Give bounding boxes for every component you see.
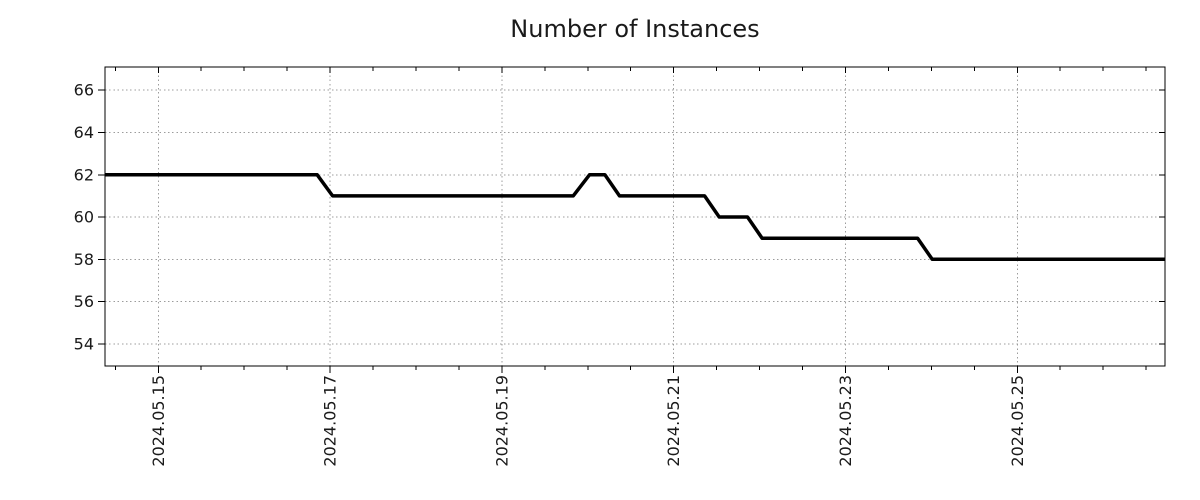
y-tick-label: 66	[74, 81, 94, 100]
x-tick-label: 2024.05.25	[1008, 375, 1027, 467]
y-tick-label: 60	[74, 208, 94, 227]
plot-border	[104, 66, 1166, 367]
x-tick-label: 2024.05.19	[492, 375, 511, 467]
data-line-instances	[105, 173, 1165, 262]
y-tick-label: 54	[74, 334, 94, 353]
x-tick-label: 2024.05.23	[836, 375, 855, 467]
x-tick-label: 2024.05.21	[664, 375, 683, 467]
y-tick-label: 56	[74, 292, 94, 311]
y-tick-label: 64	[74, 123, 94, 142]
chart-title: Number of Instances	[510, 15, 760, 43]
x-tick-label: 2024.05.15	[149, 375, 168, 467]
y-tick-label: 62	[74, 165, 94, 184]
x-tick-label: 2024.05.17	[321, 375, 340, 467]
y-tick-label: 58	[74, 250, 94, 269]
